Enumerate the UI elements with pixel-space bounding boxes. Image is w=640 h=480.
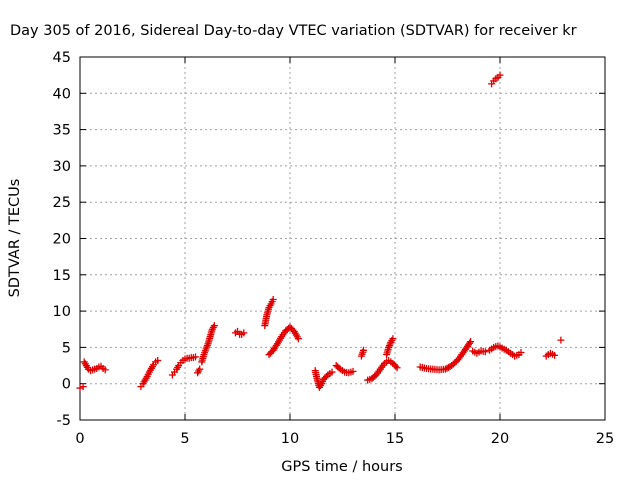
data-point (389, 335, 397, 343)
data-point (294, 335, 302, 343)
data-point (79, 383, 87, 391)
data-point (154, 356, 162, 364)
x-tick-label: 20 (491, 431, 509, 447)
y-tick-label: 20 (53, 232, 71, 248)
data-point (101, 366, 109, 374)
data-point (517, 348, 525, 356)
x-tick-label: 5 (180, 431, 189, 447)
data-point (557, 336, 565, 344)
data-point (240, 329, 248, 337)
x-tick-label: 25 (596, 431, 614, 447)
x-tick-label: 15 (386, 431, 404, 447)
y-tick-label: 25 (53, 195, 71, 211)
data-point (196, 365, 204, 373)
data-points (76, 71, 565, 392)
y-axis-label: SDTVAR / TECUs (7, 179, 23, 298)
x-tick-label: 10 (281, 431, 299, 447)
y-tick-label: 30 (53, 159, 71, 175)
x-tick-label: 0 (75, 431, 84, 447)
y-tick-label: 45 (53, 50, 71, 66)
y-tick-label: 40 (53, 86, 71, 102)
y-tick-label: 0 (62, 377, 71, 393)
data-point (192, 353, 199, 361)
chart-title: Day 305 of 2016, Sidereal Day-to-day VTE… (10, 23, 577, 39)
data-point (360, 346, 367, 354)
y-tick-label: 15 (53, 268, 71, 284)
y-tick-label: 5 (62, 340, 71, 356)
data-point (210, 322, 218, 330)
y-axis-ticks: -5 0 5 10 15 20 25 30 35 40 45 (53, 50, 605, 429)
data-point-fill (466, 339, 474, 347)
data-point (269, 295, 277, 303)
data-point (76, 384, 84, 392)
data-point (349, 367, 357, 375)
y-tick-label: 10 (53, 304, 71, 320)
grid-lines (80, 57, 605, 420)
data-point (328, 368, 336, 376)
data-point (393, 364, 401, 372)
y-tick-label: 35 (53, 123, 71, 139)
data-point (467, 338, 475, 346)
data-point-fill (392, 362, 400, 370)
data-point (551, 351, 559, 359)
x-axis-label: GPS time / hours (281, 459, 402, 475)
data-point (496, 71, 504, 79)
x-axis-ticks: 0 5 10 15 20 25 (75, 57, 614, 447)
data-point (481, 348, 489, 356)
y-tick-label: -5 (57, 413, 71, 429)
